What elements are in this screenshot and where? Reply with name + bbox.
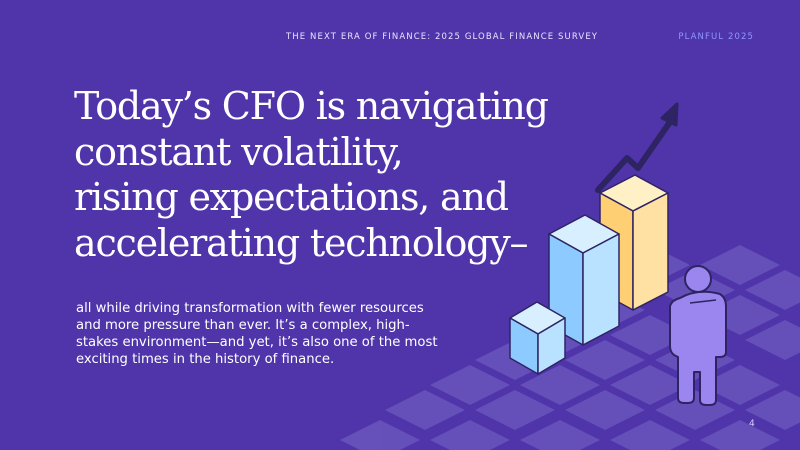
trend-arrow-icon: [595, 102, 679, 193]
headline-line: accelerating technology–: [74, 220, 529, 265]
body-line: all while driving transformation with fe…: [76, 301, 424, 316]
body-line: stakes environment—and yet, it’s also on…: [76, 335, 438, 351]
body-line: and more pressure than ever. It’s a comp…: [76, 318, 410, 334]
headline-line: rising expectations, and: [74, 175, 509, 220]
headline: Today’s CFO is navigating constant volat…: [74, 84, 554, 266]
bar-small: [509, 301, 566, 375]
page-number: 4: [749, 419, 755, 429]
headline-line: Today’s CFO is navigating: [74, 84, 549, 128]
headline-line: constant volatility,: [74, 129, 404, 174]
header-brand: PLANFUL 2025: [678, 32, 754, 42]
header-title: THE NEXT ERA OF FINANCE: 2025 GLOBAL FIN…: [286, 32, 599, 42]
bar-medium: [548, 214, 620, 346]
body-paragraph: all while driving transformation with fe…: [76, 300, 476, 369]
person-figure-icon: [669, 265, 727, 406]
bar-tall: [599, 174, 669, 311]
body-line: exciting times in the history of finance…: [76, 352, 335, 368]
